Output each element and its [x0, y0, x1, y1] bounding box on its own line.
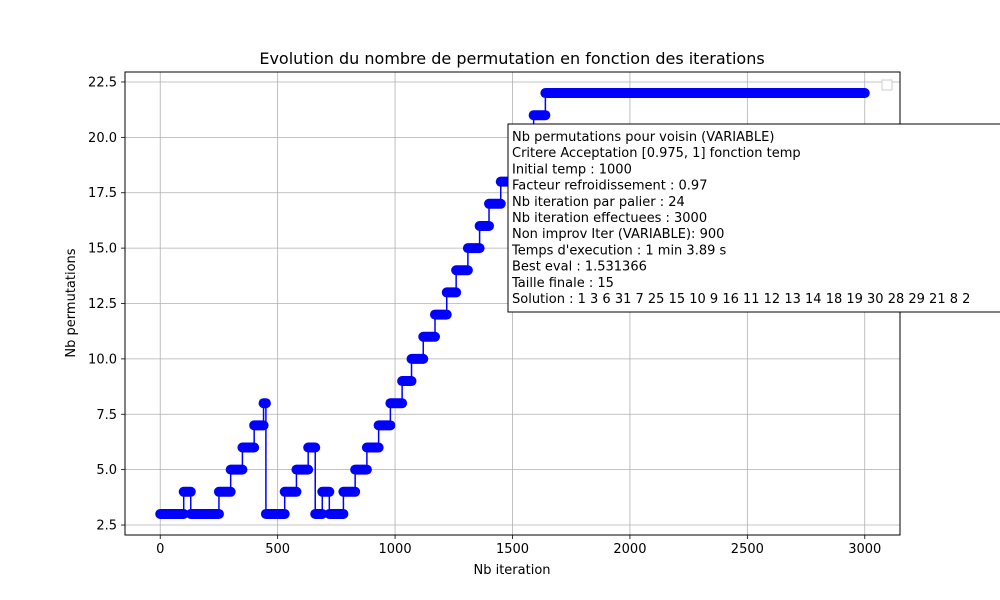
- legend-box: [881, 79, 893, 91]
- annotation-line: Non improv Iter (VARIABLE): 900: [512, 227, 724, 242]
- y-tick-label: 7.5: [96, 408, 117, 423]
- x-tick-label: 2000: [613, 542, 646, 557]
- annotation-line: Best eval : 1.531366: [512, 260, 647, 275]
- y-tick-label: 2.5: [96, 519, 117, 534]
- y-tick-label: 12.5: [88, 297, 117, 312]
- axis-ticks: 0 500 1000 1500 2000 2500 3000 2.5 5.0 7.5 10.0 12.…: [88, 75, 881, 557]
- annotation-line: Initial temp : 1000: [512, 162, 632, 177]
- annotation-line: Solution : 1 3 6 31 7 25 15 10 9 16 11 1…: [512, 292, 970, 307]
- annotation-line: Nb iteration par palier : 24: [512, 195, 685, 210]
- x-tick-label: 0: [156, 542, 164, 557]
- annotation-line: Temps d'execution : 1 min 3.89 s: [511, 243, 726, 258]
- y-tick-label: 10.0: [88, 352, 117, 367]
- y-tick-label: 22.5: [88, 75, 117, 90]
- annotation-frame: [507, 123, 1000, 313]
- x-tick-label: 1500: [496, 542, 529, 557]
- y-tick-label: 5.0: [96, 463, 117, 478]
- y-tick-label: 20.0: [88, 131, 117, 146]
- annotation-line: Facteur refroidissement : 0.97: [512, 179, 707, 194]
- x-axis-label: Nb iteration: [473, 563, 550, 578]
- y-axis-label: Nb permutations: [64, 248, 79, 357]
- annotation-line: Nb iteration effectuees : 3000: [512, 211, 707, 226]
- annotation-line: Taille finale : 15: [511, 276, 614, 291]
- x-tick-label: 3000: [848, 542, 881, 557]
- annotation-box: Nb permutations pour voisin (VARIABLE)Cr…: [507, 123, 1000, 313]
- y-tick-label: 17.5: [88, 186, 117, 201]
- y-tick-label: 15.0: [88, 242, 117, 257]
- x-tick-label: 500: [265, 542, 290, 557]
- annotation-line: Critere Acceptation [0.975, 1] fonction …: [512, 146, 801, 161]
- chart-title: Evolution du nombre de permutation en fo…: [259, 49, 764, 68]
- x-tick-label: 1000: [379, 542, 412, 557]
- annotation-line: Nb permutations pour voisin (VARIABLE): [512, 130, 774, 145]
- x-tick-label: 2500: [731, 542, 764, 557]
